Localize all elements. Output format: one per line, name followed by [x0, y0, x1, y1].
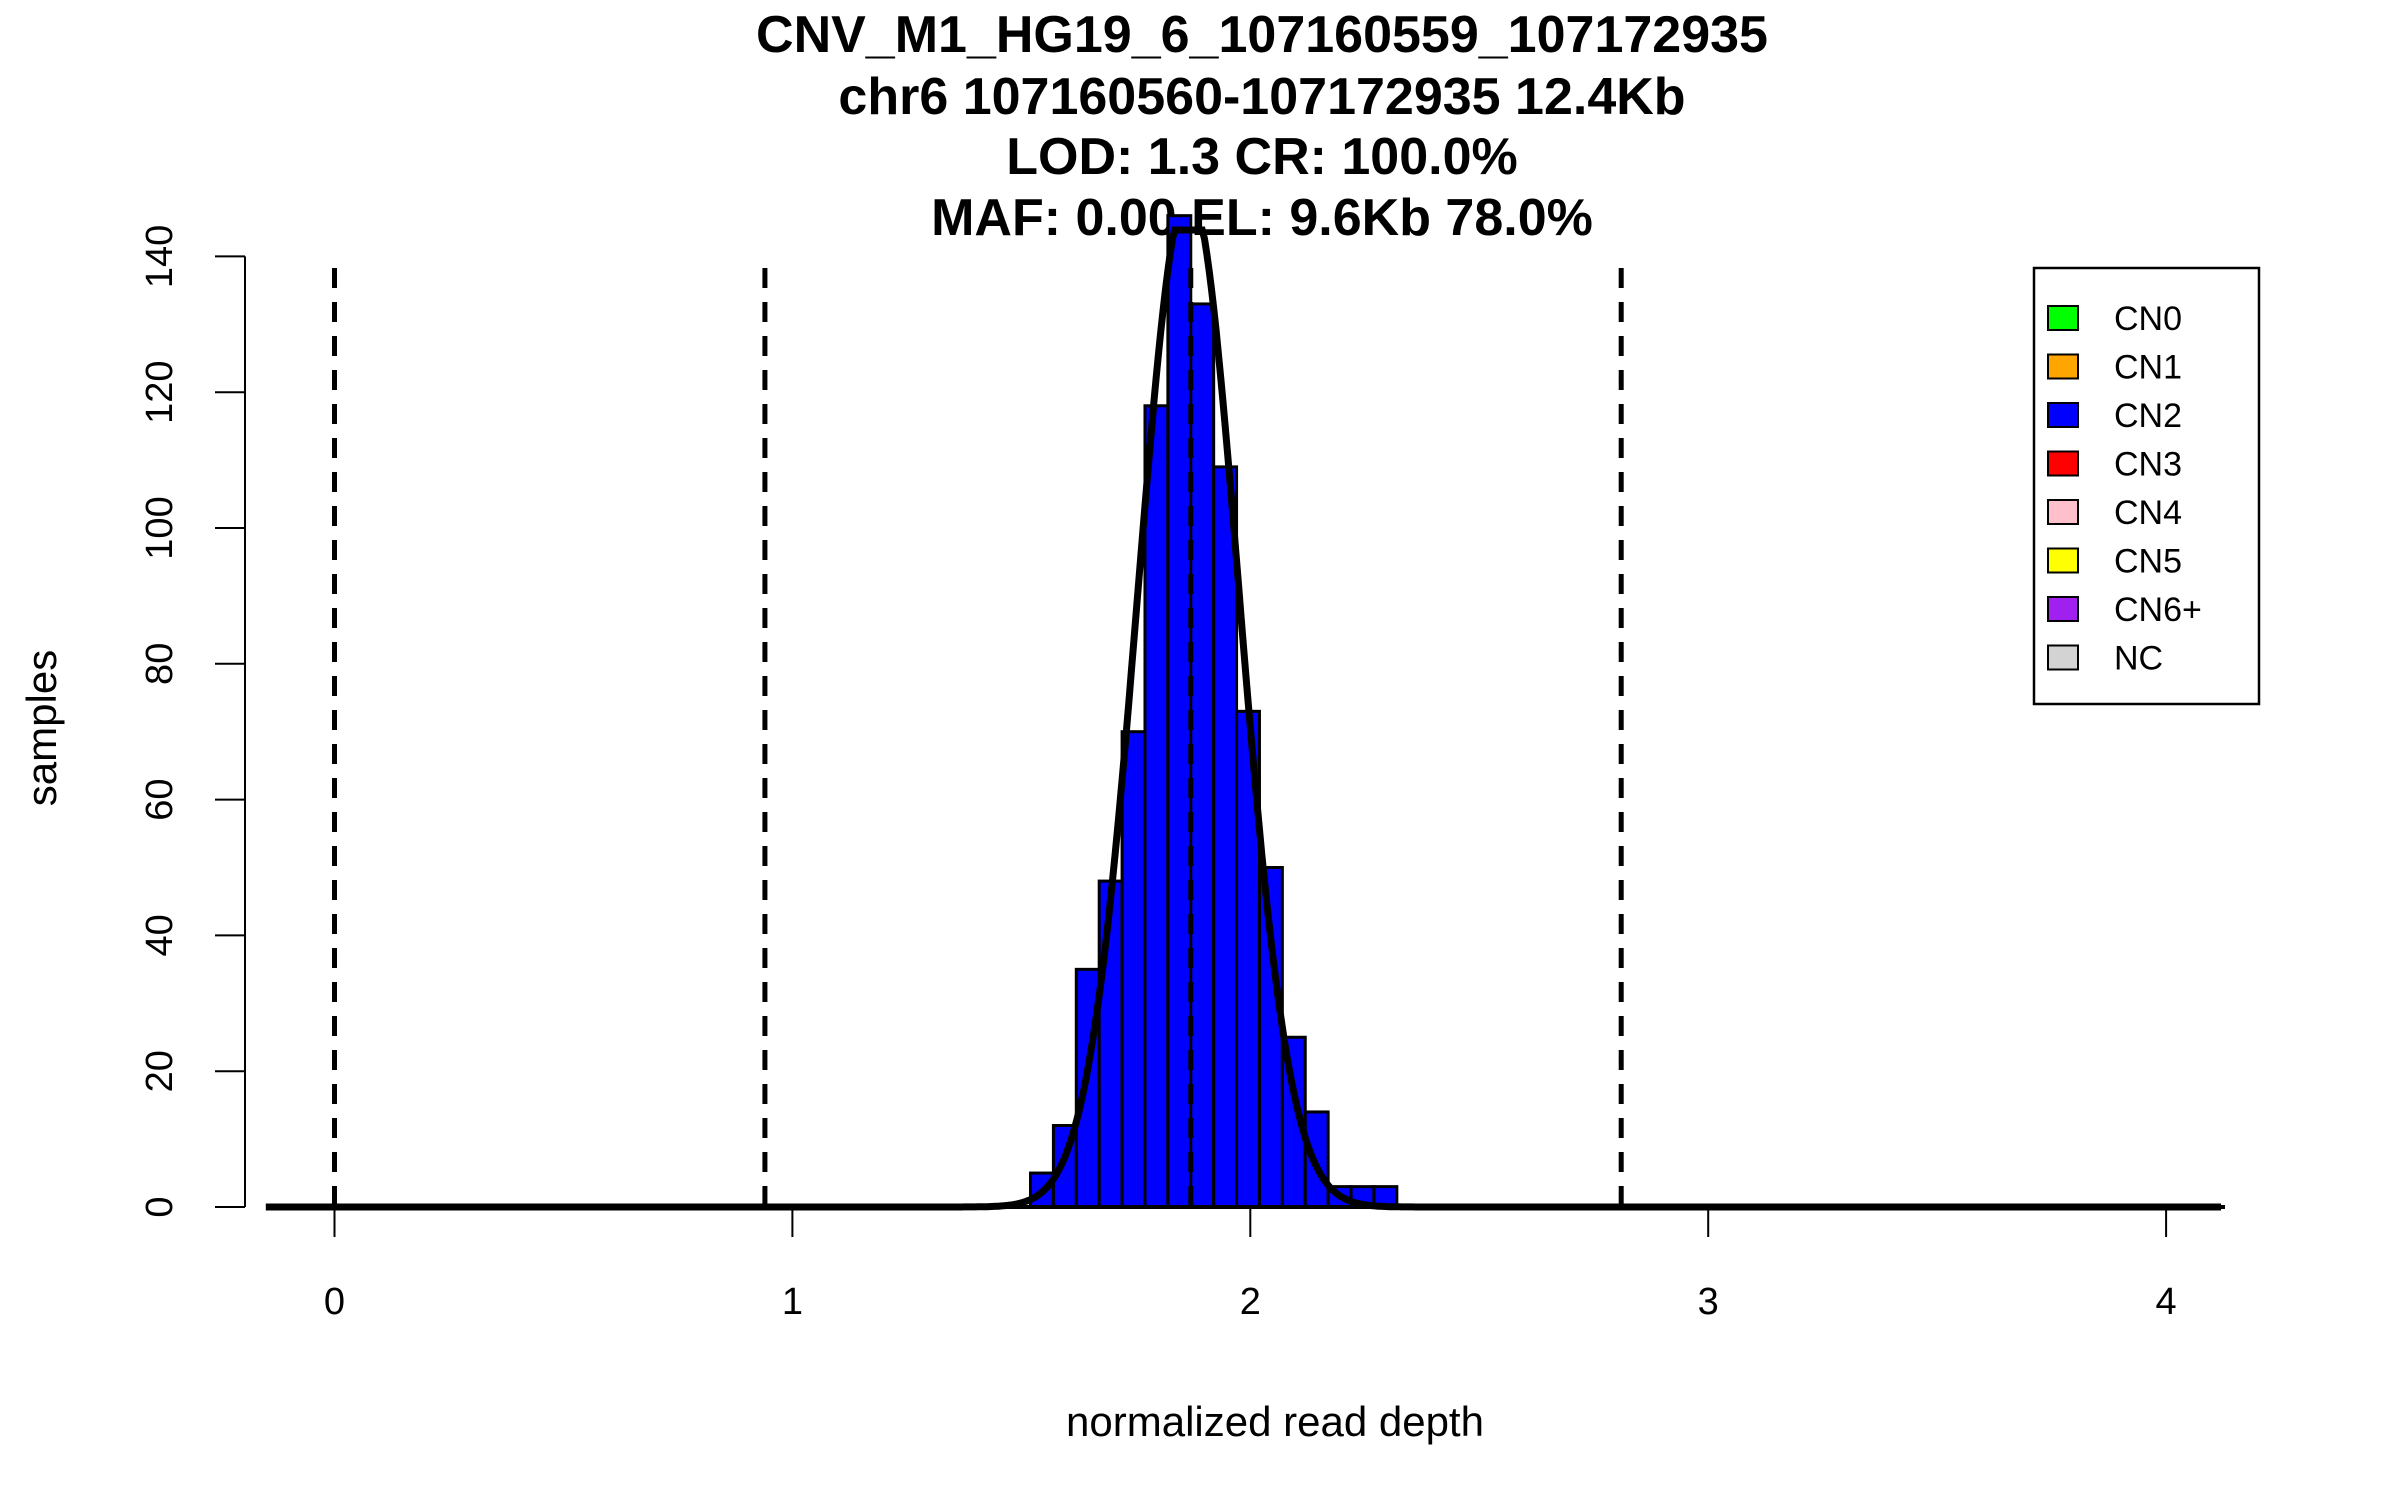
title-line-2: chr6 107160560-107172935 12.4Kb	[838, 68, 1685, 126]
y-tick-label: 40	[139, 914, 181, 956]
legend-swatch	[2047, 305, 2079, 331]
x-tick-label: 4	[2156, 1281, 2177, 1323]
x-tick-label: 2	[1240, 1281, 1261, 1323]
title-line-4: MAF: 0.00 EL: 9.6Kb 78.0%	[931, 189, 1593, 247]
y-tick-label: 140	[139, 225, 181, 288]
y-tick-label: 60	[139, 778, 181, 820]
legend-swatch	[2047, 547, 2079, 574]
legend-label: CN5	[2114, 543, 2182, 581]
x-axis-label: normalized read depth	[1066, 1398, 1484, 1445]
chart-title: CNV_M1_HG19_6_107160559_107172935 chr6 1…	[756, 6, 1768, 247]
x-tick-label: 0	[324, 1281, 345, 1323]
histogram-bar	[1143, 404, 1170, 1209]
y-tick-label: 120	[139, 360, 181, 423]
legend-label: CN2	[2114, 397, 2182, 435]
x-tick-label: 1	[782, 1281, 803, 1323]
legend-swatch	[2047, 499, 2079, 525]
histogram-bar	[1189, 302, 1216, 1209]
legend-swatch	[2047, 450, 2079, 477]
legend-label: CN0	[2114, 300, 2182, 338]
histogram-bar	[1212, 465, 1239, 1209]
y-tick-label: 0	[139, 1196, 181, 1217]
legend-swatch	[2047, 644, 2079, 671]
legend-swatch	[2047, 596, 2079, 622]
y-tick-label: 80	[139, 643, 181, 685]
y-tick-label: 20	[139, 1050, 181, 1092]
histogram-bars	[1029, 214, 1399, 1209]
x-tick-label: 3	[1698, 1281, 1719, 1323]
histogram-bar	[1120, 730, 1147, 1209]
legend: CN0 CN1 CN2 CN3 CN4 CN5 CN6+ NC	[2032, 266, 2261, 706]
histogram-bar	[1166, 214, 1193, 1209]
legend-label: CN4	[2114, 494, 2182, 532]
legend-box	[2032, 266, 2261, 706]
legend-label: CN1	[2114, 349, 2182, 387]
y-axis-label: samples	[18, 650, 65, 806]
title-line-3: LOD: 1.3 CR: 100.0%	[1006, 128, 1518, 186]
legend-swatch	[2047, 353, 2079, 380]
title-line-1: CNV_M1_HG19_6_107160559_107172935	[756, 6, 1768, 64]
y-tick-label: 100	[139, 496, 181, 559]
legend-swatch	[2047, 402, 2079, 428]
legend-label: CN6+	[2114, 591, 2202, 629]
threshold-lines	[332, 268, 1624, 1207]
legend-label: NC	[2114, 640, 2163, 678]
legend-label: CN3	[2114, 446, 2182, 484]
